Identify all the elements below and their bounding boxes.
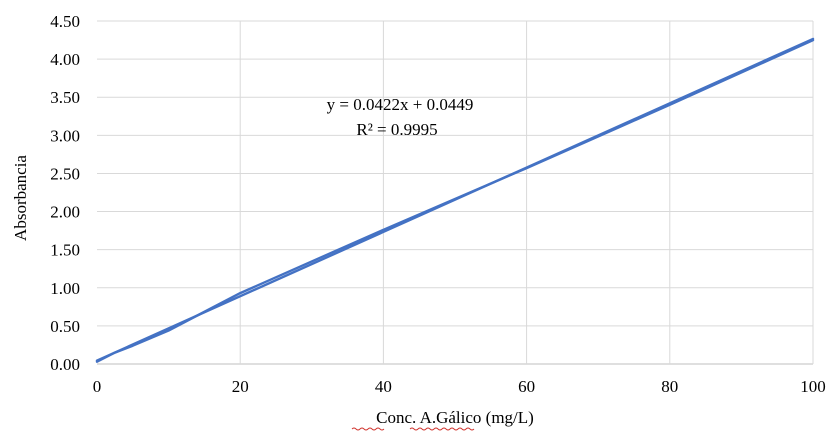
y-tick-label: 0.00 (50, 355, 80, 374)
trendline-equation: y = 0.0422x + 0.0449 (327, 95, 474, 114)
y-tick-label: 1.00 (50, 279, 80, 298)
y-axis-ticks: 0.00 0.50 1.00 1.50 2.00 2.50 3.00 3.50 4.00 4.50 (50, 12, 80, 374)
trendline (95, 37, 815, 362)
y-tick-label: 2.00 (50, 203, 80, 222)
x-tick-label: 100 (800, 377, 826, 396)
y-tick-label: 3.00 (50, 126, 80, 145)
x-tick-label: 40 (375, 377, 392, 396)
x-axis-ticks: 0 20 40 60 80 100 (93, 377, 826, 396)
trendline-layer (95, 37, 815, 362)
trendline-r-squared: R² = 0.9995 (356, 120, 437, 139)
y-tick-label: 3.50 (50, 88, 80, 107)
y-tick-label: 2.50 (50, 164, 80, 183)
x-tick-label: 20 (232, 377, 249, 396)
x-axis-title: Conc. A.Gálico (mg/L) (376, 408, 534, 427)
x-axis-title-spellcheck-underline (351, 427, 475, 431)
y-axis-title: Absorbancia (11, 155, 30, 241)
y-tick-label: 4.50 (50, 12, 80, 31)
x-tick-label: 80 (661, 377, 678, 396)
y-tick-label: 0.50 (50, 317, 80, 336)
x-tick-label: 60 (518, 377, 535, 396)
y-tick-label: 1.50 (50, 241, 80, 260)
x-tick-label: 0 (93, 377, 102, 396)
gridlines (97, 20, 814, 365)
y-tick-label: 4.00 (50, 50, 80, 69)
